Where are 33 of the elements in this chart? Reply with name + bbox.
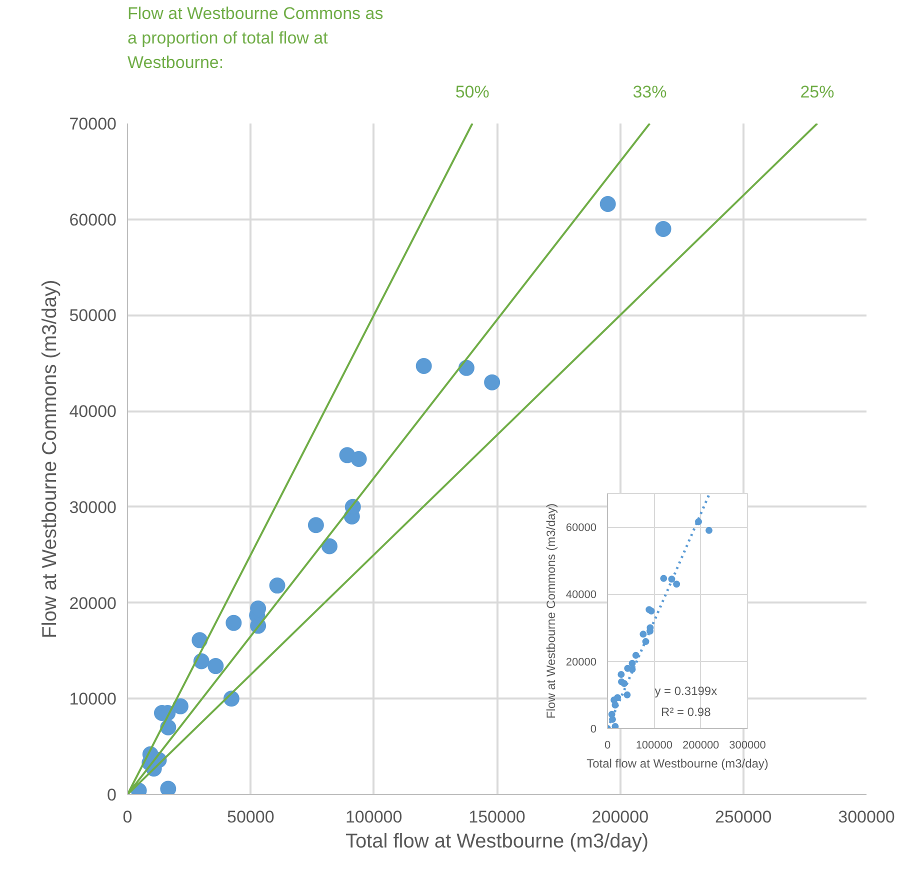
y-tick-label: 40000 (69, 402, 117, 422)
y-tick-label: 60000 (69, 210, 117, 230)
x-axis-title: Total flow at Westbourne (m3/day) (586, 756, 768, 770)
y-tick-label: 0 (107, 786, 117, 804)
x-tick-label: 300000 (838, 808, 895, 826)
x-tick-label: 300000 (729, 740, 766, 752)
y-axis-title: Flow at Westbourne Commons (m3/day) (544, 503, 558, 719)
x-tick-label: 0 (604, 740, 611, 752)
y-tick-label: 40000 (566, 589, 597, 602)
series-label: 50% (455, 82, 490, 102)
x-tick-label: 50000 (227, 808, 274, 826)
x-tick-label: 250000 (714, 808, 772, 826)
x-tick-label: 200000 (592, 808, 649, 826)
y-tick-label: 50000 (69, 306, 117, 326)
x-axis-title: Total flow at Westbourne (m3/day) (345, 830, 649, 852)
x-tick-label: 150000 (468, 808, 526, 826)
x-tick-label: 0 (122, 808, 132, 826)
y-tick-label: 20000 (566, 656, 597, 668)
y-tick-label: 0 (590, 724, 597, 736)
series-label: 33% (632, 82, 667, 102)
y-tick-label: 70000 (69, 114, 117, 134)
series-label: 25% (800, 82, 834, 102)
y-tick-label: 20000 (69, 594, 117, 613)
annotation: y = 0.3199x (654, 684, 718, 698)
x-tick-label: 200000 (682, 740, 720, 752)
y-tick-label: 60000 (566, 522, 597, 534)
annotation: R² = 0.98 (661, 705, 712, 720)
x-tick-label: 100000 (345, 808, 402, 826)
y-tick-label: 10000 (69, 690, 117, 709)
y-tick-label: 30000 (69, 498, 117, 517)
x-tick-label: 100000 (636, 740, 673, 752)
y-axis-title: Flow at Westbourne Commons (m3/day) (39, 280, 62, 638)
text: Flow at Westbourne Commons as a proportion of total flow at Westbourne: (128, 4, 384, 72)
